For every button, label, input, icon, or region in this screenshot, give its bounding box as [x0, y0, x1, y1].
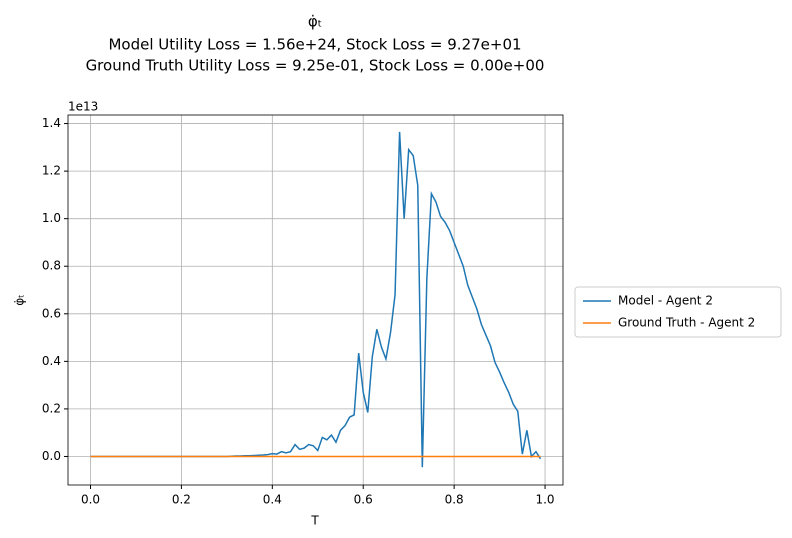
- y-axis-label: φ̇ₜ: [13, 294, 27, 305]
- legend-box: [574, 286, 782, 338]
- y-tick-label: 0.8: [42, 259, 61, 273]
- line-series: [90, 131, 542, 468]
- y-tick-label: 0.4: [42, 354, 61, 368]
- y-tick-label: 0.2: [42, 401, 61, 415]
- y-tick-label: 0.6: [42, 306, 61, 320]
- y-tick-label: 1.2: [42, 164, 61, 178]
- x-tick-label: 0.6: [354, 493, 373, 507]
- y-tick-label: 1.0: [42, 211, 61, 225]
- x-axis-label: T: [310, 514, 319, 528]
- y-tick-label: 1.4: [42, 116, 61, 130]
- x-tick-label: 1.0: [535, 493, 554, 507]
- chart-title: φ̇ₜ: [308, 13, 322, 31]
- chart-subtitle: Model Utility Loss = 1.56e+24, Stock Los…: [108, 36, 521, 54]
- x-tick-label: 0.8: [445, 493, 464, 507]
- legend-label: Ground Truth - Agent 2: [618, 316, 755, 330]
- legend-label: Model - Agent 2: [618, 294, 713, 308]
- x-tick-label: 0.0: [81, 493, 100, 507]
- y-offset-label: 1e13: [68, 100, 98, 114]
- x-tick-label: 0.4: [263, 493, 282, 507]
- y-tick-label: 0.0: [42, 449, 61, 463]
- x-tick-label: 0.2: [172, 493, 191, 507]
- plot-frame: [67, 114, 564, 486]
- chart-subtitle: Ground Truth Utility Loss = 9.25e-01, St…: [86, 57, 545, 75]
